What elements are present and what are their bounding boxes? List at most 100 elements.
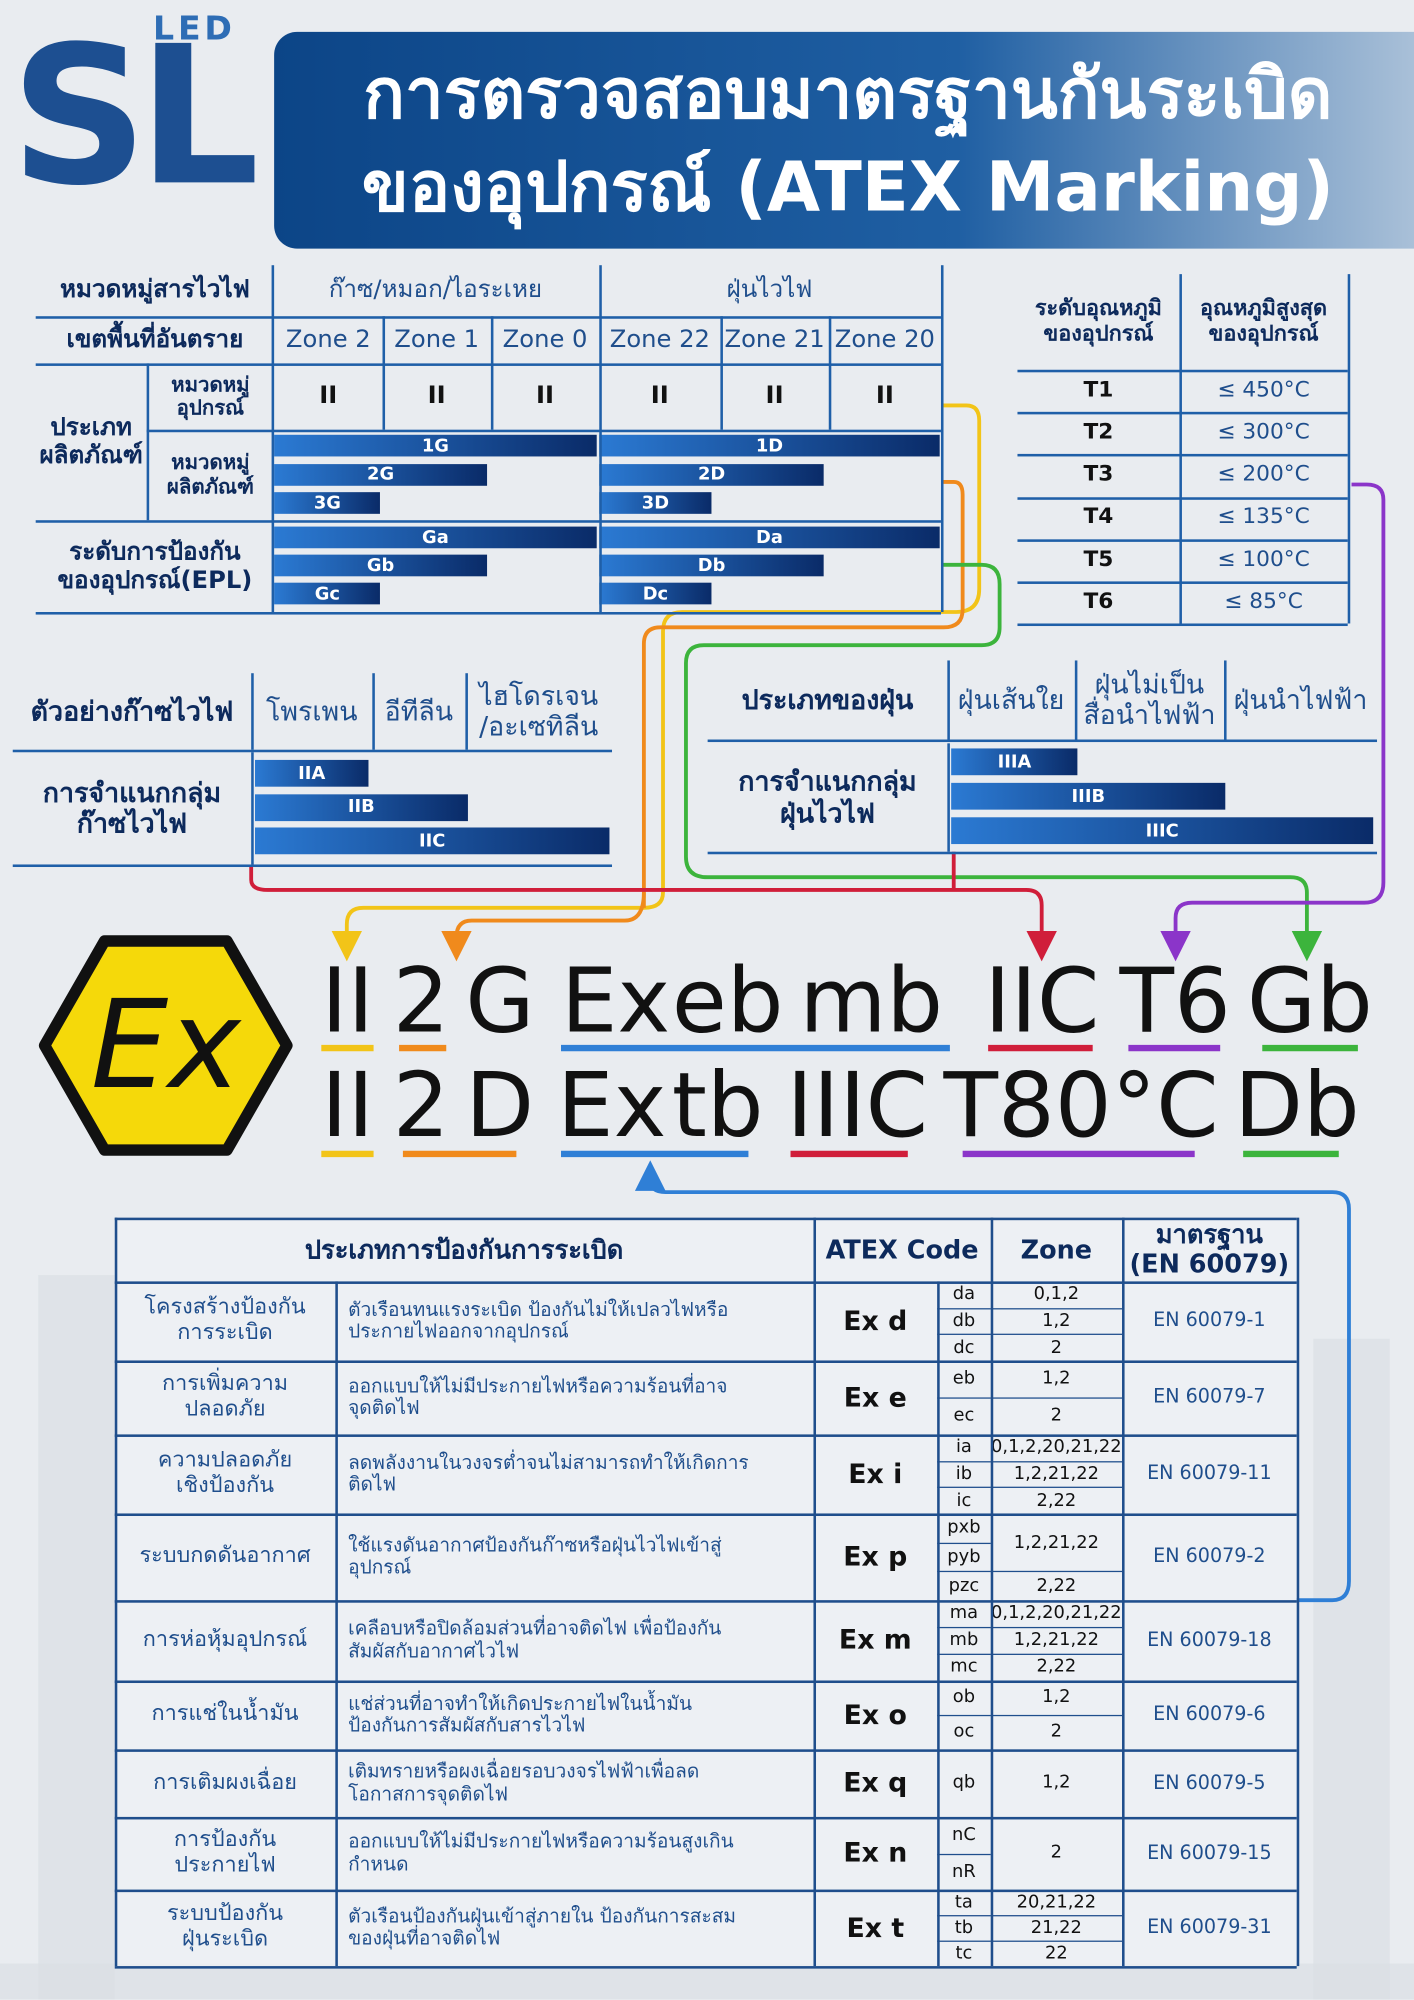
zone: Zone 22: [609, 324, 710, 353]
header: โพรเพน: [265, 696, 358, 727]
divider: [937, 1460, 991, 1463]
divider: [251, 752, 254, 865]
level-code: ta: [954, 1892, 973, 1913]
row-label: ประเภท ผลิตภัณฑ์: [39, 412, 143, 469]
zone-list: 0,1,2,20,21,22: [991, 1603, 1122, 1624]
divider: [1017, 412, 1348, 415]
temp-max: ≤ 300°C: [1217, 419, 1310, 445]
divider: [1017, 581, 1348, 584]
divider: [114, 1360, 1297, 1363]
divider: [35, 520, 941, 523]
divider: [599, 265, 602, 613]
marking-token: Db: [1234, 1053, 1360, 1158]
divider: [372, 673, 375, 750]
zone-list: 1,2: [1042, 1310, 1071, 1332]
logo: LED SL: [10, 6, 265, 191]
divider: [35, 612, 941, 615]
protection-description: แช่ส่วนที่อาจทำให้เกิดประกายไฟในน้ำมัน ป…: [348, 1691, 693, 1737]
marking-token: 2: [392, 1053, 450, 1158]
temp-class: T3: [1083, 461, 1114, 488]
ex-symbol: Ex: [38, 935, 293, 1156]
bar: Db: [599, 554, 824, 577]
bar: Dc: [599, 582, 712, 605]
level-code: mc: [950, 1656, 978, 1678]
level-code: da: [952, 1284, 976, 1305]
bar: Gc: [274, 582, 381, 605]
level-code: ma: [949, 1603, 979, 1624]
equipment-group: II: [536, 381, 555, 410]
divider: [1017, 454, 1348, 457]
marking-token: T80°C: [943, 1053, 1219, 1158]
atex-code: Ex m: [838, 1624, 912, 1656]
divider: [707, 739, 1378, 743]
bar: Ga: [274, 526, 597, 549]
zone-list: 0,1,2: [1033, 1284, 1080, 1305]
equipment-group: II: [875, 381, 894, 410]
zone-list: 2: [1050, 1721, 1063, 1743]
level-code: tc: [955, 1943, 973, 1964]
divider: [1017, 623, 1348, 627]
table-bg: [114, 1217, 1297, 1967]
atex-code: Ex d: [843, 1305, 908, 1337]
temp-max: ≤ 85°C: [1224, 588, 1303, 615]
level-code: pzc: [948, 1575, 980, 1596]
divider: [114, 1217, 1297, 1221]
standard: EN 60079-15: [1147, 1840, 1272, 1864]
zone-list: 2: [1050, 1336, 1063, 1358]
zone: Zone 21: [724, 324, 825, 353]
divider: [937, 1307, 991, 1310]
header: ฝุ่นไม่เป็น สื่อนำไฟฟ้า: [1083, 669, 1216, 731]
temp-header: อุณหภูมิสูงสุด ของอุปกรณ์: [1199, 295, 1328, 347]
protection-description: ลดพลังงานในวงจรต่ำจนไม่สามารถทำให้เกิดกา…: [348, 1450, 749, 1496]
divider: [114, 1434, 1297, 1437]
level-code: db: [952, 1310, 976, 1332]
marking-token: eb: [671, 948, 784, 1054]
standard: EN 60079-18: [1147, 1628, 1272, 1651]
divider: [114, 1889, 1297, 1893]
protection-type: ความปลอดภัย เชิงป้องกัน: [157, 1447, 293, 1499]
substance: ฝุ่นไวไฟ: [726, 275, 813, 304]
protection-description: ออกแบบให้ไม่มีประกายไฟหรือความร้อนที่อาจ…: [348, 1374, 728, 1420]
temp-header: ระดับอุณหภูมิ ของอุปกรณ์: [1034, 295, 1162, 347]
marking-token: Ex: [557, 1053, 667, 1158]
header: ไฮโดรเจน /อะเซทิลีน: [479, 680, 599, 743]
marking-token: IIIC: [786, 1053, 928, 1158]
level-code: nR: [952, 1861, 976, 1882]
table-header: ATEX Code: [825, 1233, 979, 1265]
divider: [990, 1915, 1123, 1917]
logo-sub: LED: [153, 9, 236, 48]
level-code: oc: [953, 1721, 975, 1743]
standard: EN 60079-7: [1153, 1385, 1266, 1409]
atex-code: Ex i: [848, 1458, 903, 1490]
row-label: ระดับการป้องกัน ของอุปกรณ์(EPL): [57, 538, 253, 595]
divider: [114, 1816, 1297, 1820]
divider: [12, 864, 613, 868]
marking-token: Gb: [1246, 948, 1373, 1054]
divider: [937, 1397, 991, 1399]
divider: [720, 316, 723, 430]
bg-shape: [0, 1963, 1414, 2000]
divider: [990, 1397, 1123, 1399]
level-code: ia: [955, 1437, 972, 1458]
zone-list: 2,22: [1036, 1656, 1077, 1678]
divider: [1224, 660, 1227, 740]
atex-code: Ex t: [846, 1912, 905, 1944]
temp-max: ≤ 135°C: [1217, 504, 1310, 530]
atex-code: Ex n: [843, 1837, 908, 1869]
level-code: tb: [954, 1917, 974, 1938]
bar: 1G: [274, 434, 597, 457]
header: ฝุ่นเส้นใย: [957, 684, 1065, 716]
logo-mark: SL: [10, 6, 255, 191]
marking-token: tb: [671, 1053, 764, 1158]
protection-type: การเติมผงเฉื่อย: [153, 1769, 297, 1795]
row-label: การจำแนกกลุ่ม ก๊าซไวไฟ: [42, 777, 222, 839]
bar: IIIB: [951, 782, 1226, 810]
protection-description: เคลือบหรือปิดล้อมส่วนที่อาจติดไฟ เพื่อป้…: [348, 1617, 722, 1662]
equipment-group: II: [319, 381, 338, 410]
divider: [382, 316, 386, 430]
level-code: nC: [952, 1824, 976, 1846]
divider: [937, 1571, 991, 1573]
divider: [990, 1653, 1123, 1655]
